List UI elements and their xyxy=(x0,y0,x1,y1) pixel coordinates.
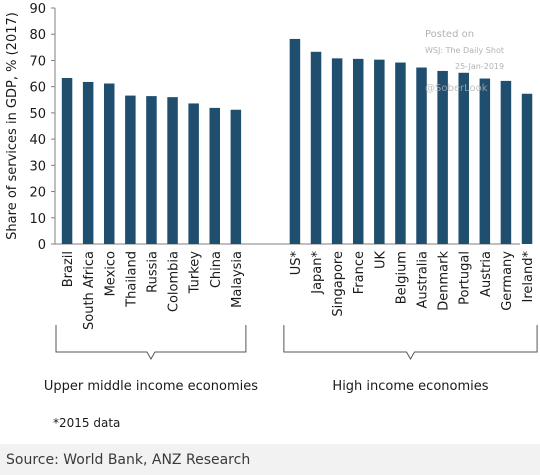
source-text: Source: World Bank, ANZ Research xyxy=(6,452,251,468)
x-tick-label: Belgium xyxy=(394,251,409,304)
x-tick-label: Russia xyxy=(145,251,160,293)
y-tick-label: 80 xyxy=(29,28,46,43)
x-tick-label: Portugal xyxy=(458,251,473,305)
group-braces: Upper middle income economies High income… xyxy=(44,325,538,394)
group-brace xyxy=(55,325,247,361)
x-tick-label: Japan* xyxy=(310,251,325,295)
x-tick-label: Austria xyxy=(479,251,494,297)
y-tick-label: 10 xyxy=(29,212,46,227)
x-tick-label: Australia xyxy=(416,251,431,309)
group-label: High income economies xyxy=(332,379,488,394)
watermark: Posted on WSJ: The Daily Shot 25-Jan-2019 @… xyxy=(425,29,504,94)
source-bar: Source: World Bank, ANZ Research xyxy=(0,444,540,475)
x-tick-label: Brazil xyxy=(61,251,76,287)
bar xyxy=(374,59,385,244)
bar xyxy=(437,70,448,244)
y-tick-label: 50 xyxy=(29,107,46,122)
bar xyxy=(61,78,73,244)
x-tick-label: Mexico xyxy=(103,251,118,296)
watermark-line: @SoberLook xyxy=(425,83,488,94)
bar xyxy=(395,62,406,244)
bars xyxy=(61,38,533,245)
y-axis-title: Share of services in GDP, % (2017) xyxy=(5,12,20,240)
x-tick-label: UK xyxy=(373,251,388,270)
group-label: Upper middle income economies xyxy=(44,379,258,394)
bar xyxy=(146,96,157,245)
bar xyxy=(479,78,491,244)
bar xyxy=(209,107,220,244)
x-tick-label: US* xyxy=(289,251,304,276)
bar xyxy=(458,72,469,244)
x-tick-label: Colombia xyxy=(167,251,182,312)
bar xyxy=(188,103,199,245)
bar xyxy=(82,81,94,245)
y-tick-label: 20 xyxy=(29,186,46,201)
x-tick-label: China xyxy=(209,251,224,288)
y-axis: 0 10 20 30 40 50 60 70 80 90 xyxy=(29,2,56,253)
group-brace xyxy=(283,325,538,361)
bar xyxy=(310,51,322,245)
x-tick-label: Denmark xyxy=(437,251,452,311)
bar xyxy=(416,67,427,244)
x-tick-label: Germany xyxy=(500,251,515,311)
bar xyxy=(230,109,242,245)
x-tick-label: Ireland* xyxy=(521,251,536,303)
bar xyxy=(331,58,343,245)
bar xyxy=(352,58,364,245)
bar xyxy=(167,97,178,245)
x-tick-label: Thailand xyxy=(124,251,139,308)
x-tick-label: Turkey xyxy=(188,251,203,295)
y-tick-label: 40 xyxy=(29,133,46,148)
x-tick-label: South Africa xyxy=(82,251,97,330)
watermark-line: 25-Jan-2019 xyxy=(455,62,504,71)
y-tick-label: 0 xyxy=(38,238,46,253)
y-tick-label: 30 xyxy=(29,159,46,174)
bar xyxy=(104,83,115,245)
y-axis-title-text: Share of services in GDP, % (2017) xyxy=(5,12,20,240)
bar xyxy=(500,80,512,244)
y-tick-label: 70 xyxy=(29,54,46,69)
watermark-line: WSJ: The Daily Shot xyxy=(425,46,504,55)
x-tick-labels: Brazil South Africa Mexico Thailand Russia Co… xyxy=(61,251,536,330)
footnote: *2015 data xyxy=(53,416,120,430)
bar xyxy=(521,93,533,244)
x-tick-label: Singapore xyxy=(331,251,346,317)
y-tick-label: 60 xyxy=(29,81,46,96)
y-tick-label: 90 xyxy=(29,2,46,17)
bar xyxy=(125,95,136,245)
bar-chart: Share of services in GDP, % (2017) 0 10 20… xyxy=(5,2,538,430)
bar xyxy=(289,38,301,244)
x-tick-label: Malaysia xyxy=(230,251,245,308)
watermark-line: Posted on xyxy=(425,29,474,40)
x-tick-label: France xyxy=(352,251,367,294)
